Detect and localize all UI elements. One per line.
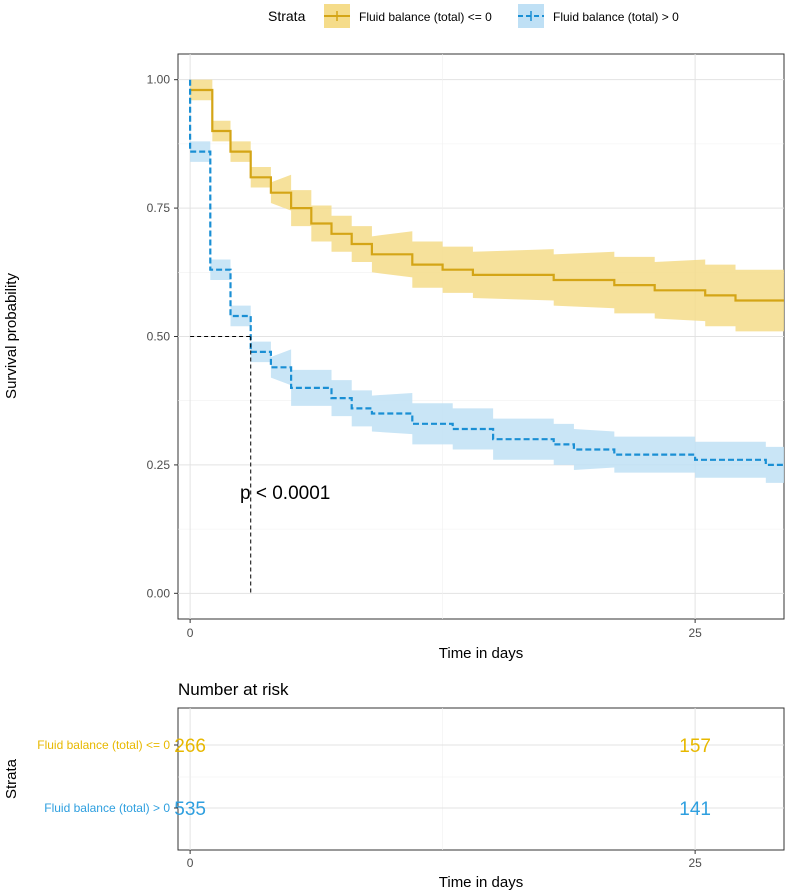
legend-item-fb-gt0: Fluid balance (total) > 0 xyxy=(518,4,679,28)
risk-count: 266 xyxy=(174,736,206,757)
risk-strata-labels: Fluid balance (total) <= 0 Fluid balance … xyxy=(37,738,178,815)
risk-x-ticks: 0 25 xyxy=(187,850,702,870)
confidence-bands xyxy=(190,79,784,483)
y-tick-label: 1.00 xyxy=(147,73,171,87)
legend-title: Strata xyxy=(268,8,306,24)
survival-curve-0 xyxy=(190,88,784,302)
risk-count: 157 xyxy=(679,736,711,757)
risk-table-cells: 266 157 535 141 xyxy=(174,736,711,820)
risk-table-title: Number at risk xyxy=(178,680,289,699)
p-value-annotation: p < 0.0001 xyxy=(240,483,330,504)
risk-y-axis-title: Strata xyxy=(3,758,20,799)
x-axis-title: Time in days xyxy=(439,645,523,662)
survival-curves xyxy=(189,79,784,466)
risk-count: 535 xyxy=(174,799,206,820)
risk-grid xyxy=(178,708,784,850)
y-tick-label: 0.00 xyxy=(147,586,171,600)
risk-strata-label: Fluid balance (total) <= 0 xyxy=(37,738,170,752)
survival-curve-1 xyxy=(189,79,784,466)
legend-label-fb-le0: Fluid balance (total) <= 0 xyxy=(359,10,492,24)
risk-x-tick-label: 25 xyxy=(688,856,702,870)
x-tick-label: 0 xyxy=(187,626,194,640)
confidence-band-1 xyxy=(190,79,784,483)
risk-x-axis-title: Time in days xyxy=(439,874,523,891)
legend: Strata Fluid balance (total) <= 0 Fluid … xyxy=(268,4,679,28)
risk-strata-label: Fluid balance (total) > 0 xyxy=(44,801,170,815)
risk-count: 141 xyxy=(679,799,711,820)
risk-x-tick-label: 0 xyxy=(187,856,194,870)
y-axis-ticks: 0.00 0.25 0.50 0.75 1.00 xyxy=(147,73,178,600)
y-tick-label: 0.50 xyxy=(147,330,171,344)
confidence-band-0 xyxy=(190,79,784,332)
y-axis-title: Survival probability xyxy=(3,273,20,399)
legend-label-fb-gt0: Fluid balance (total) > 0 xyxy=(553,10,679,24)
y-tick-label: 0.75 xyxy=(147,201,171,215)
y-tick-label: 0.25 xyxy=(147,458,171,472)
legend-item-fb-le0: Fluid balance (total) <= 0 xyxy=(324,4,492,28)
median-lines xyxy=(190,336,252,594)
x-axis-ticks: 0 25 xyxy=(187,619,702,640)
risk-table-panel xyxy=(177,707,785,851)
x-tick-label: 25 xyxy=(688,626,702,640)
